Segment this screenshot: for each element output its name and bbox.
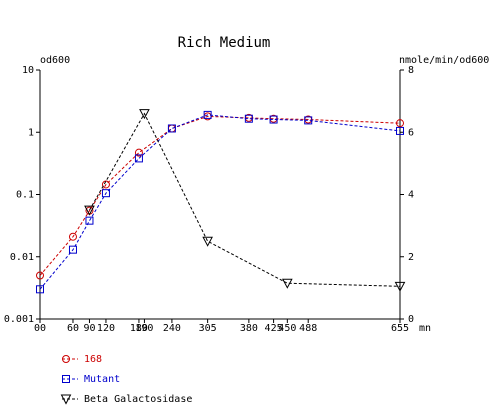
data-point-circle bbox=[396, 119, 404, 128]
x-tick-label: 655 bbox=[391, 323, 409, 334]
left-tick-label: 0.1 bbox=[16, 190, 34, 201]
data-point-square bbox=[36, 285, 44, 294]
chart-title: Rich Medium bbox=[178, 35, 271, 51]
data-point-triangle bbox=[281, 278, 293, 289]
left-tick-label: 10 bbox=[22, 65, 34, 76]
data-point-circle bbox=[62, 355, 70, 363]
right-tick-label: 6 bbox=[408, 127, 414, 138]
legend-label: Beta Galactosidase bbox=[84, 394, 192, 405]
legend-label: 168 bbox=[84, 354, 102, 365]
right-tick-label: 0 bbox=[408, 314, 414, 325]
data-point-triangle bbox=[139, 109, 150, 120]
series-layer bbox=[36, 109, 406, 294]
x-tick-label: 240 bbox=[163, 323, 181, 334]
x-tick-label: 488 bbox=[299, 323, 317, 334]
x-tick-label: 120 bbox=[97, 323, 115, 334]
x-tick-label: 180 bbox=[130, 323, 148, 334]
right-tick-label: 4 bbox=[408, 190, 414, 201]
series-beta-galactosidase bbox=[84, 109, 406, 292]
right-tick-label: 2 bbox=[408, 252, 414, 263]
series-mutant bbox=[36, 110, 404, 294]
x-axis-unit-label: mn bbox=[419, 323, 431, 334]
right-tick-label: 8 bbox=[408, 65, 414, 76]
series-line bbox=[89, 112, 401, 287]
data-point-square bbox=[68, 245, 77, 254]
data-point-square bbox=[101, 189, 110, 198]
data-point-triangle bbox=[60, 394, 72, 405]
series-line bbox=[39, 115, 401, 276]
series-168 bbox=[36, 112, 404, 280]
legend-item: Mutant bbox=[62, 374, 120, 385]
legend-item: Beta Galactosidase bbox=[60, 394, 192, 405]
left-tick-label: 0.01 bbox=[10, 252, 34, 263]
right-axis-label: nmole/min/od600 bbox=[399, 55, 489, 66]
data-point-square bbox=[396, 126, 404, 135]
data-point-square bbox=[85, 216, 94, 225]
legend: 168 Mutant Beta Galactosidase bbox=[60, 354, 192, 405]
data-point-circle bbox=[68, 232, 77, 241]
data-point-circle bbox=[101, 180, 110, 189]
x-tick-label: 305 bbox=[199, 323, 217, 334]
x-tick-label: 00 bbox=[34, 323, 46, 334]
x-tick-label: 190 bbox=[135, 323, 153, 334]
data-point-square bbox=[269, 115, 278, 124]
legend-label: Mutant bbox=[84, 374, 120, 385]
x-tick-label: 425 bbox=[265, 323, 283, 334]
x-tick-label: 450 bbox=[278, 323, 296, 334]
legend-item: 168 bbox=[62, 354, 102, 365]
data-point-circle bbox=[36, 271, 44, 280]
series-line bbox=[39, 114, 401, 290]
data-point-square bbox=[304, 116, 313, 125]
data-point-square bbox=[134, 154, 143, 163]
data-point-triangle bbox=[202, 236, 213, 247]
left-tick-label: 0.001 bbox=[4, 314, 34, 325]
x-tick-label: 90 bbox=[83, 323, 95, 334]
left-axis-label: od600 bbox=[40, 55, 70, 66]
left-tick-label: 1 bbox=[28, 127, 34, 138]
data-point-triangle bbox=[84, 205, 95, 216]
x-tick-label: 380 bbox=[240, 323, 258, 334]
x-tick-label: 60 bbox=[67, 323, 79, 334]
data-point-triangle bbox=[394, 281, 406, 292]
data-point-square bbox=[62, 375, 70, 383]
data-point-square bbox=[167, 124, 176, 133]
data-point-circle bbox=[134, 148, 143, 157]
data-point-square bbox=[203, 110, 212, 119]
data-point-square bbox=[244, 114, 253, 123]
